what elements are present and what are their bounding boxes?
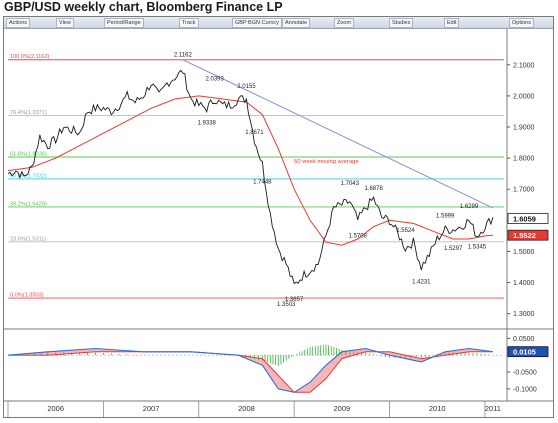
chart-caption: GBP/USD weekly chart, Bloomberg Finance … — [4, 0, 283, 14]
price-annotation: 1.6878 — [364, 186, 383, 192]
last-price-box — [507, 229, 549, 241]
fib-level-label: 38.2%(1.6429) — [10, 201, 47, 207]
price-annotation: 2.0155 — [237, 84, 256, 90]
date-axis-label: 2009 — [334, 404, 351, 413]
moving-average-annotation: 50 week moving average — [294, 159, 358, 165]
toolbar-item-view[interactable]: View — [56, 18, 74, 28]
last-price-box — [507, 213, 549, 224]
price-annotation: 1.3503 — [277, 302, 296, 308]
toolbar-item-actions[interactable]: Actions — [6, 18, 31, 28]
price-annotation: 1.9338 — [198, 120, 217, 126]
price-annotation: 1.7043 — [341, 181, 360, 187]
price-annotation: 1.5345 — [468, 245, 487, 251]
moving-average-line — [7, 95, 493, 246]
date-axis-label: 2007 — [143, 404, 160, 413]
price-axis-label: 1.9000 — [513, 125, 535, 132]
fib-level-label: 23.6%(1.5311) — [10, 236, 46, 242]
fib-level-label: 100.0%(2.1162) — [10, 54, 50, 60]
fib-level-label: 61.8%(1.8036) — [10, 151, 47, 157]
toolbar-item-zoom[interactable]: Zoom — [334, 18, 355, 28]
price-annotation: 1.7448 — [253, 179, 272, 185]
price-annotation: 1.3657 — [285, 297, 304, 303]
price-annotation: 1.6299 — [460, 204, 479, 210]
price-axis-label: 2.1000 — [513, 62, 535, 69]
fib-level-label: 50.0%(1.7332) — [10, 173, 47, 179]
last-price-label: 1.6059 — [513, 214, 536, 223]
toolbar-item-track[interactable]: Track — [179, 18, 199, 28]
toolbar-item-studies[interactable]: Studies — [389, 18, 414, 28]
toolbar-item-options[interactable]: Options — [509, 18, 534, 28]
price-annotation: 1.5999 — [436, 213, 455, 219]
indicator-last-value-box — [507, 346, 549, 358]
date-axis-label: 2011 — [485, 404, 501, 413]
trendline — [182, 59, 494, 209]
toolbar-item-period-range[interactable]: Period/Range — [104, 18, 144, 28]
date-axis-label: 2008 — [238, 404, 255, 413]
chart-toolbar: Actions View Period/Range Track GBP BGN Curn… — [4, 17, 553, 29]
indicator-axis-label: 0.0500 — [513, 336, 535, 343]
price-annotation: 1.5524 — [396, 228, 415, 234]
price-axis-label: 1.5000 — [513, 249, 535, 256]
date-axis-label: 2006 — [47, 404, 64, 413]
chart-canvas: 100.0%(2.1162) 76.4%(1.9371) 61.8%(1.8036)… — [4, 29, 553, 417]
price-axis-label: 2.0000 — [513, 93, 535, 100]
price-annotation: 2.1162 — [174, 53, 193, 59]
last-price-label: 1.5522 — [513, 231, 536, 240]
price-panel — [8, 29, 504, 323]
price-annotation: 1.4231 — [412, 279, 431, 285]
chart-window: Actions View Period/Range Track GBP BGN Curn… — [3, 16, 554, 418]
price-axis-label: 1.4000 — [513, 280, 535, 287]
toolbar-item-annotate[interactable]: Annotate — [282, 18, 311, 28]
toolbar-item-gbp-bgn-curncy[interactable]: GBP BGN Curncy — [232, 18, 282, 28]
toolbar-item-edit[interactable]: Edit — [444, 18, 460, 28]
macd-line — [7, 347, 493, 393]
price-annotation: 1.8671 — [245, 130, 264, 136]
price-axis-label: 1.3000 — [513, 311, 535, 318]
date-axis-label: 2010 — [429, 404, 446, 413]
price-line — [7, 69, 494, 285]
indicator-last-value-label: 0.0105 — [513, 348, 536, 357]
price-annotation: 1.5708 — [349, 233, 368, 239]
indicator-axis-label: -0.1000 — [513, 386, 537, 393]
price-axis-label: 1.7000 — [513, 187, 535, 194]
price-annotation: 1.5297 — [444, 246, 463, 252]
price-axis-label: 1.8000 — [513, 156, 535, 163]
indicator-axis-label: -0.0500 — [513, 370, 537, 377]
fib-level-label: 0.0%(1.3503) — [10, 293, 44, 299]
price-annotation: 2.0393 — [205, 77, 224, 83]
fib-level-label: 76.4%(1.9371) — [10, 110, 47, 116]
